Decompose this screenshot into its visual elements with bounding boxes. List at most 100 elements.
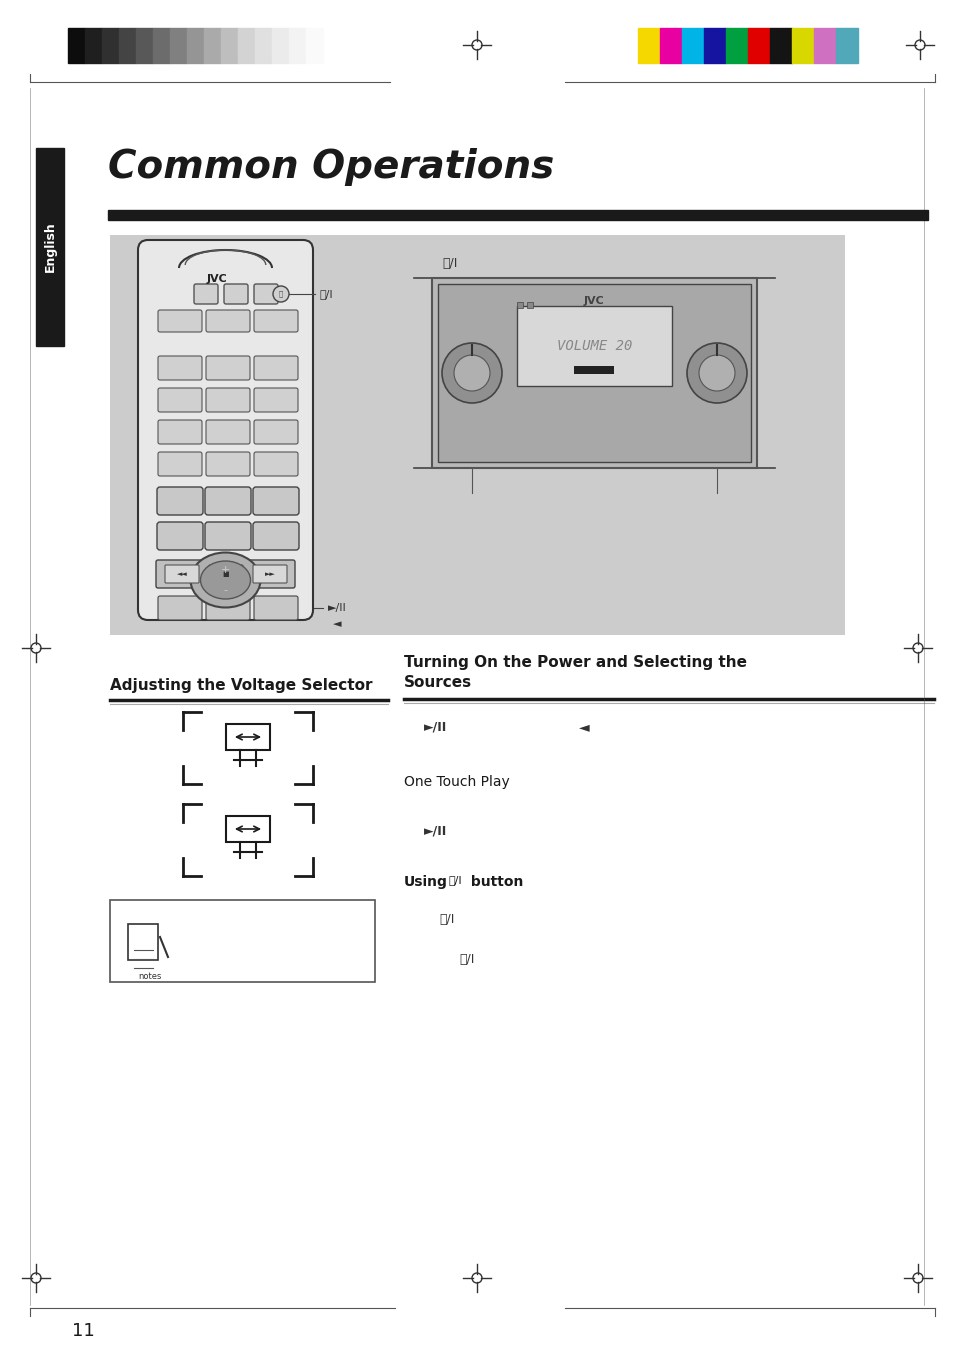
Text: JVC: JVC	[207, 274, 228, 284]
FancyBboxPatch shape	[253, 565, 287, 584]
FancyBboxPatch shape	[138, 240, 313, 620]
Bar	[119, 28, 136, 63]
Text: ⏻: ⏻	[278, 290, 283, 297]
Bar	[226, 816, 270, 842]
FancyBboxPatch shape	[158, 453, 202, 476]
Bar	[102, 28, 119, 63]
Bar	[289, 28, 306, 63]
Bar	[221, 28, 237, 63]
Bar	[517, 303, 522, 308]
Text: ⏻/I: ⏻/I	[319, 289, 334, 299]
Text: ►/II: ►/II	[328, 603, 346, 613]
Text: ◄◄: ◄◄	[176, 571, 187, 577]
Bar	[517, 305, 671, 386]
Bar	[681, 28, 703, 63]
Bar	[68, 28, 85, 63]
FancyBboxPatch shape	[253, 521, 298, 550]
Text: ⏻/I: ⏻/I	[438, 913, 454, 925]
Text: +: +	[220, 565, 230, 576]
Text: English: English	[44, 222, 56, 273]
Bar	[85, 28, 102, 63]
FancyBboxPatch shape	[206, 453, 250, 476]
FancyBboxPatch shape	[158, 596, 202, 620]
FancyBboxPatch shape	[253, 309, 297, 332]
FancyBboxPatch shape	[253, 486, 298, 515]
Bar	[574, 366, 614, 374]
FancyBboxPatch shape	[165, 565, 199, 584]
Text: notes: notes	[138, 971, 161, 981]
FancyBboxPatch shape	[157, 486, 203, 515]
Ellipse shape	[191, 553, 260, 608]
FancyBboxPatch shape	[253, 453, 297, 476]
Bar	[110, 900, 375, 982]
Text: One Touch Play: One Touch Play	[403, 775, 509, 789]
Bar	[108, 209, 927, 220]
Bar	[769, 28, 791, 63]
Text: ⏻/I: ⏻/I	[441, 257, 456, 270]
FancyBboxPatch shape	[253, 420, 297, 444]
FancyBboxPatch shape	[156, 561, 294, 588]
Bar	[526, 303, 533, 308]
FancyBboxPatch shape	[157, 521, 203, 550]
Text: ■: ■	[222, 571, 229, 577]
Text: -: -	[223, 585, 227, 594]
Text: Adjusting the Voltage Selector: Adjusting the Voltage Selector	[110, 678, 372, 693]
Text: ◄: ◄	[578, 720, 589, 734]
Bar	[791, 28, 813, 63]
Bar	[747, 28, 769, 63]
Bar	[170, 28, 187, 63]
FancyBboxPatch shape	[158, 309, 202, 332]
Text: ►/II: ►/II	[423, 720, 447, 734]
FancyBboxPatch shape	[206, 388, 250, 412]
Bar	[835, 28, 857, 63]
Bar	[204, 28, 221, 63]
Text: ►/II: ►/II	[423, 825, 447, 838]
Text: Turning On the Power and Selecting the
Sources: Turning On the Power and Selecting the S…	[403, 655, 746, 690]
Bar	[136, 28, 152, 63]
FancyBboxPatch shape	[158, 420, 202, 444]
Bar	[237, 28, 254, 63]
Text: ⏻/I: ⏻/I	[449, 875, 462, 885]
Bar	[725, 28, 747, 63]
Bar	[659, 28, 681, 63]
FancyBboxPatch shape	[253, 357, 297, 380]
Bar	[187, 28, 204, 63]
FancyBboxPatch shape	[205, 486, 251, 515]
Bar	[254, 28, 272, 63]
Text: Common Operations: Common Operations	[108, 149, 554, 186]
FancyBboxPatch shape	[206, 357, 250, 380]
Bar	[36, 149, 64, 346]
Bar	[272, 28, 289, 63]
Bar	[432, 278, 757, 467]
Text: VOLUME 20: VOLUME 20	[557, 339, 632, 353]
Text: JVC: JVC	[583, 296, 604, 305]
FancyBboxPatch shape	[158, 388, 202, 412]
Text: ⏻/I: ⏻/I	[458, 952, 474, 966]
FancyBboxPatch shape	[206, 309, 250, 332]
FancyBboxPatch shape	[253, 596, 297, 620]
Bar	[703, 28, 725, 63]
Bar	[813, 28, 835, 63]
Text: 11: 11	[71, 1323, 94, 1340]
Circle shape	[441, 343, 501, 403]
Bar	[128, 924, 158, 961]
FancyBboxPatch shape	[205, 521, 251, 550]
FancyBboxPatch shape	[193, 284, 218, 304]
Bar	[437, 284, 750, 462]
Bar	[110, 235, 844, 635]
Bar	[306, 28, 323, 63]
Bar	[638, 28, 659, 63]
Circle shape	[273, 286, 289, 303]
Circle shape	[686, 343, 746, 403]
Text: Using: Using	[403, 875, 447, 889]
Text: ◄: ◄	[333, 619, 341, 630]
FancyBboxPatch shape	[253, 284, 277, 304]
Text: ►►: ►►	[264, 571, 275, 577]
Circle shape	[699, 355, 734, 390]
Circle shape	[454, 355, 490, 390]
FancyBboxPatch shape	[209, 565, 243, 584]
Bar	[226, 724, 270, 750]
FancyBboxPatch shape	[206, 420, 250, 444]
Ellipse shape	[200, 561, 251, 598]
FancyBboxPatch shape	[158, 357, 202, 380]
